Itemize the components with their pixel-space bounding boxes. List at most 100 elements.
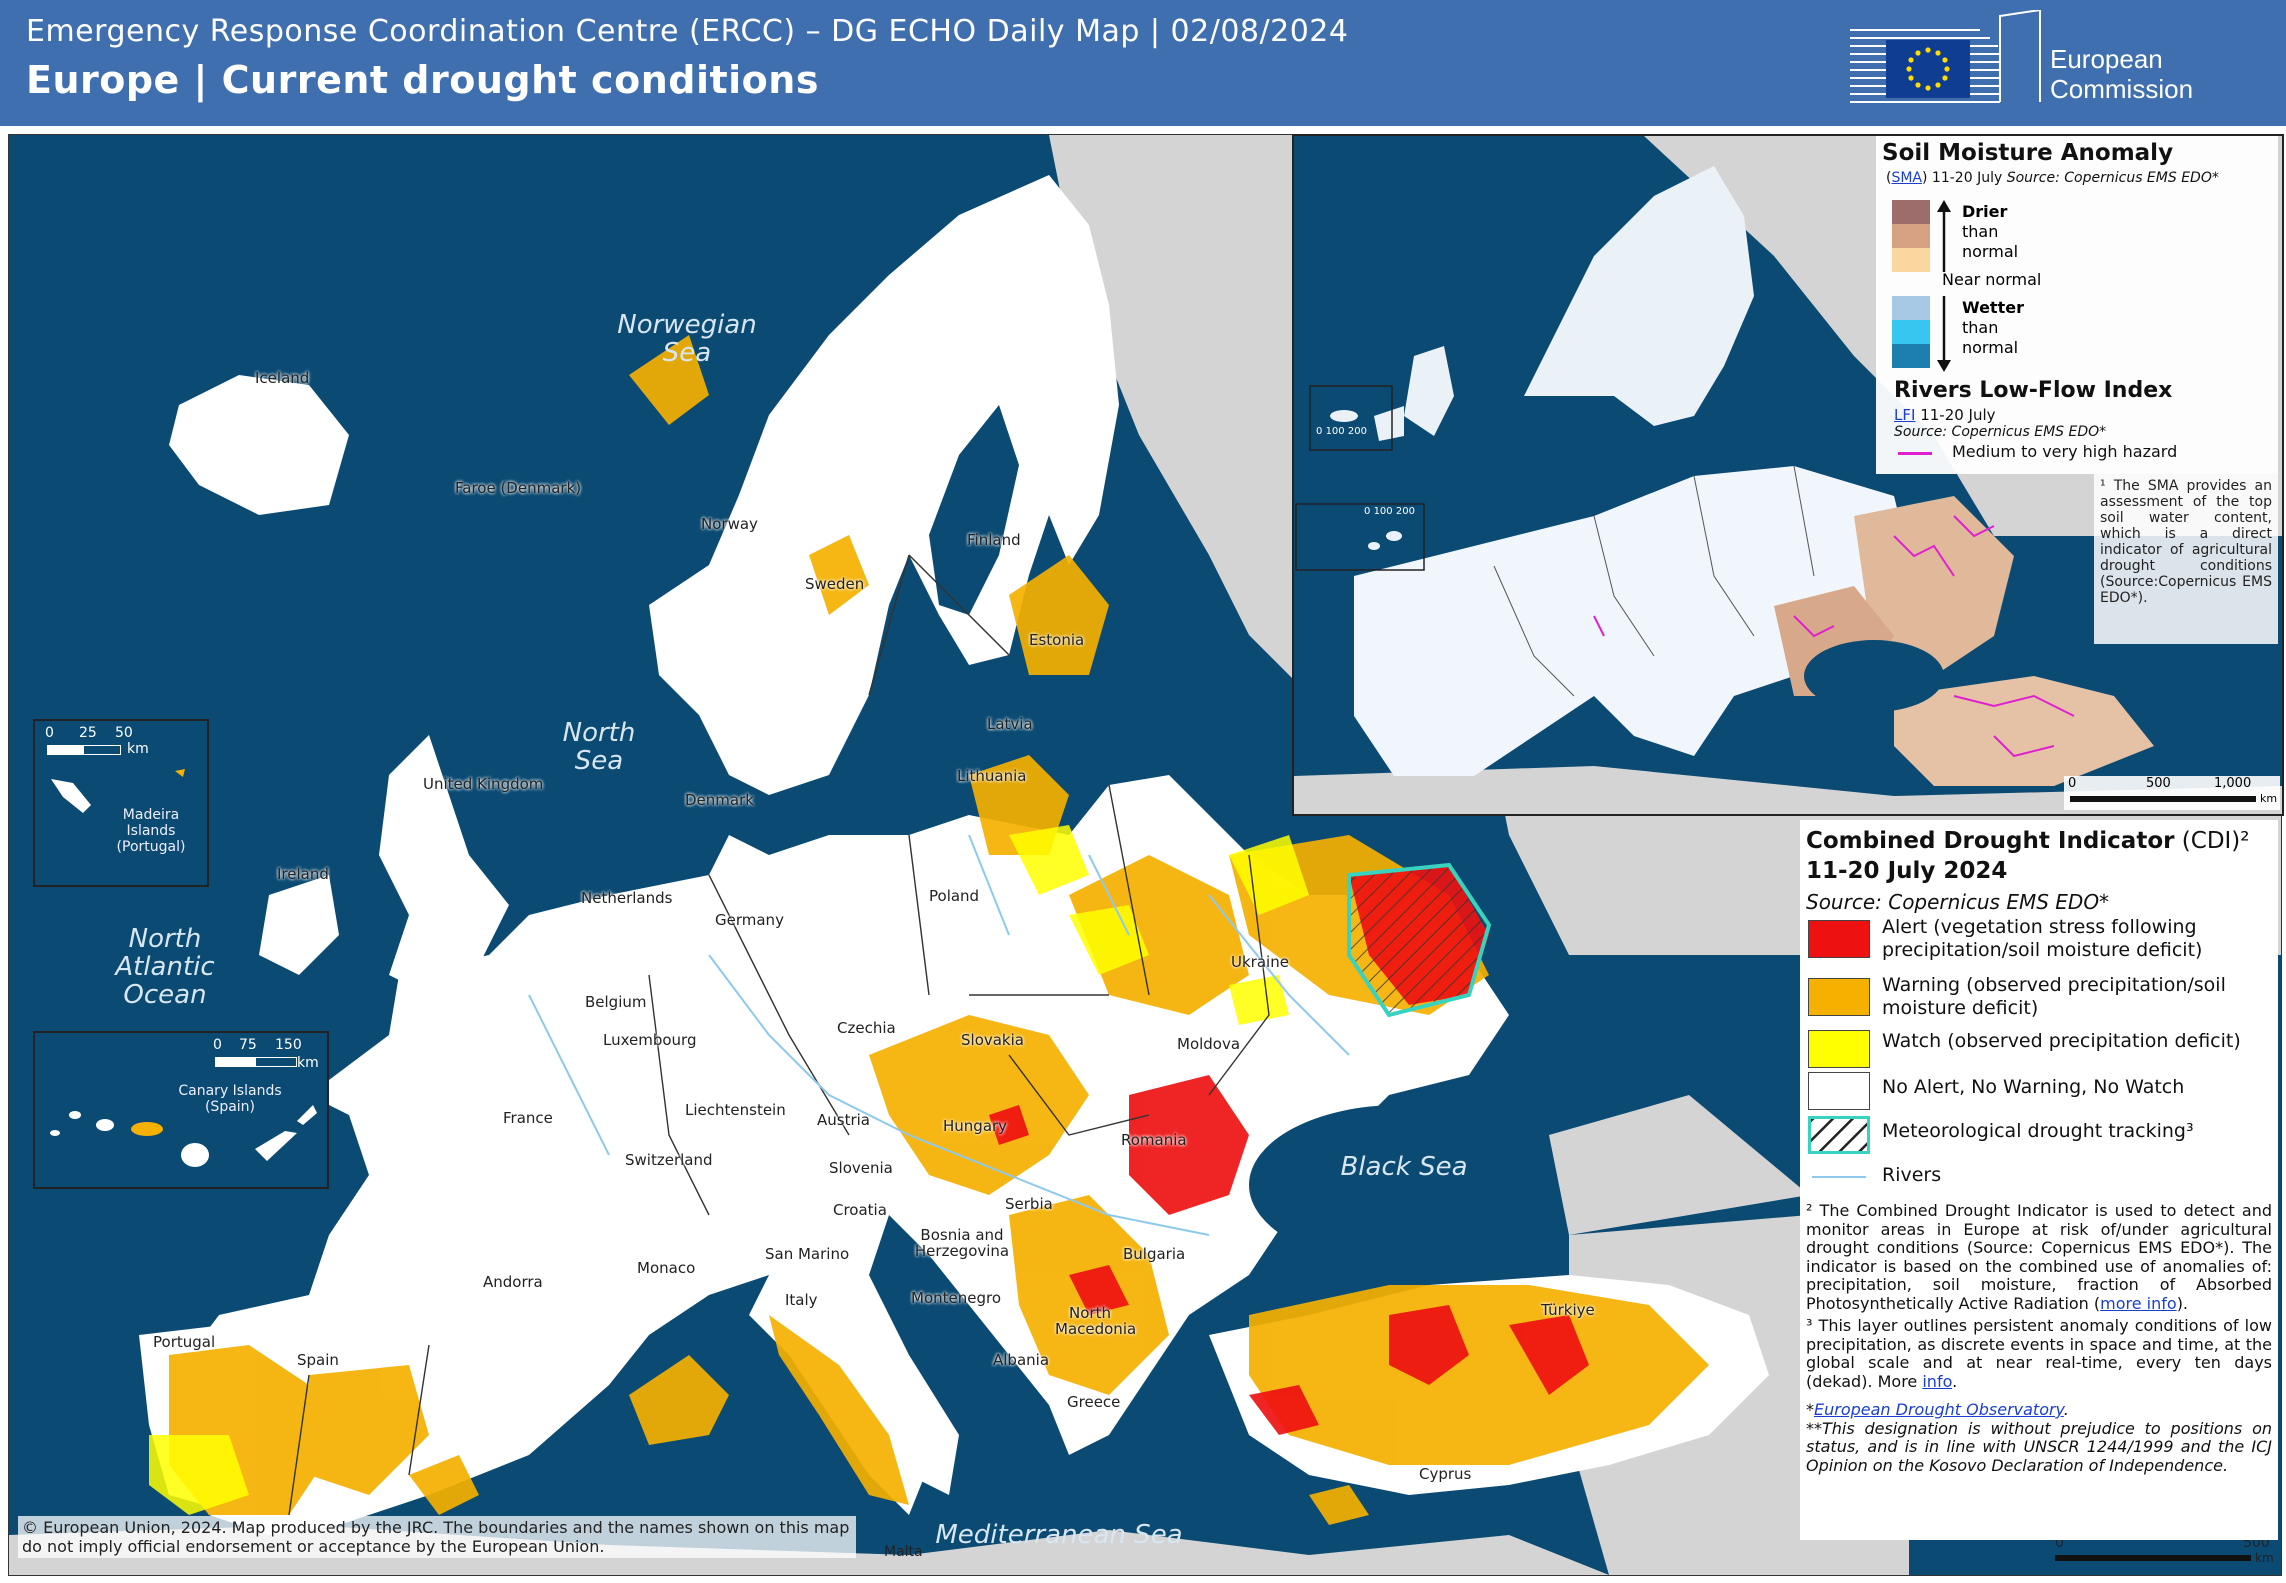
sma-swatch bbox=[1892, 320, 1930, 344]
canary-scalebar bbox=[215, 1057, 297, 1067]
european-commission-text: European Commission bbox=[2050, 44, 2194, 104]
sma-drier: Drier bbox=[1962, 202, 2008, 221]
country-label: Finland bbox=[967, 531, 1021, 549]
edo-link[interactable]: European Drought Observatory bbox=[1814, 1400, 2064, 1419]
country-label: Monaco bbox=[637, 1259, 696, 1277]
river-swatch bbox=[1812, 1176, 1866, 1178]
country-label: France bbox=[503, 1109, 553, 1127]
country-label: Latvia bbox=[987, 715, 1033, 733]
canary-scale-unit: km bbox=[297, 1055, 319, 1071]
sma-inset-scale: 0 100 200 bbox=[1364, 506, 1415, 517]
country-label: Poland bbox=[929, 887, 980, 905]
sma-than: than bbox=[1962, 318, 1999, 337]
drought-tracking-swatch bbox=[1808, 1116, 1870, 1154]
country-label: Liechtenstein bbox=[685, 1101, 786, 1119]
country-label: Cyprus bbox=[1419, 1465, 1472, 1483]
sma-than: than bbox=[1962, 222, 1999, 241]
drought-tracking-area bbox=[1347, 862, 1492, 1018]
country-label: Germany bbox=[715, 911, 784, 929]
watch-swatch bbox=[1808, 1030, 1870, 1068]
cdi-legend-item: Alert (vegetation stress following preci… bbox=[1806, 916, 2272, 966]
sma-normal: normal bbox=[1962, 338, 2019, 357]
more-info-link[interactable]: more info bbox=[2100, 1293, 2177, 1313]
country-label: Malta bbox=[884, 1544, 923, 1560]
country-label: Estonia bbox=[1029, 631, 1085, 649]
country-borders bbox=[288, 554, 1270, 1516]
header-bar: Emergency Response Coordination Centre (… bbox=[0, 0, 2286, 126]
sma-scalebar: 0 500 1,000 km bbox=[2064, 776, 2280, 810]
country-label: Norway bbox=[701, 515, 758, 533]
country-label: Türkiye bbox=[1541, 1301, 1595, 1319]
land-ireland bbox=[259, 875, 339, 975]
country-label: Andorra bbox=[483, 1273, 543, 1291]
info-link[interactable]: info bbox=[1922, 1371, 1953, 1391]
madeira-scale-label: 50 bbox=[115, 725, 133, 741]
copyright-notice: © European Union, 2024. Map produced by … bbox=[18, 1516, 856, 1558]
sma-swatch bbox=[1892, 248, 1930, 272]
cdi-legend-item: Watch (observed precipitation deficit) bbox=[1806, 1026, 2272, 1068]
country-label: Croatia bbox=[833, 1201, 887, 1219]
european-commission-logo: European Commission bbox=[1850, 8, 2240, 106]
canary-label: Canary Islands (Spain) bbox=[178, 1083, 282, 1115]
madeira-scale-label: 25 bbox=[79, 725, 97, 741]
lfi-link[interactable]: LFI bbox=[1894, 406, 1916, 424]
cdi-legend-item: No Alert, No Warning, No Watch bbox=[1806, 1068, 2272, 1112]
cdi-legend-item: Meteorological drought tracking³ bbox=[1806, 1112, 2272, 1156]
country-label: Hungary bbox=[943, 1117, 1008, 1135]
canary-inset: 0 75 150 km Canary Islands (Spain) bbox=[33, 1031, 329, 1189]
country-label: United Kingdom bbox=[423, 775, 544, 793]
country-label: Romania bbox=[1121, 1131, 1187, 1149]
country-label: Netherlands bbox=[581, 889, 673, 907]
sea-norwegian: Norwegian Sea bbox=[617, 310, 757, 368]
country-label: Italy bbox=[785, 1291, 818, 1309]
main-scalebar: 0 500 km bbox=[2055, 1535, 2274, 1565]
lfi-source: Source: Copernicus EMS EDO* bbox=[1894, 424, 2107, 440]
country-label: Iceland bbox=[255, 369, 310, 387]
kosovo-disclaimer: **This designation is without prejudice … bbox=[1806, 1418, 2272, 1475]
land-iceland bbox=[169, 375, 349, 515]
madeira-label: Madeira Islands (Portugal) bbox=[116, 807, 186, 855]
sma-swatch bbox=[1892, 224, 1930, 248]
lfi-item: Medium to very high hazard bbox=[1952, 442, 2178, 461]
madeira-scale-label: 0 bbox=[45, 725, 54, 741]
cdi-legend-item: Rivers bbox=[1806, 1156, 2272, 1196]
edo-reference: *European Drought Observatory. bbox=[1806, 1400, 2069, 1419]
country-label: Ukraine bbox=[1231, 953, 1289, 971]
sma-swatch bbox=[1892, 296, 1930, 320]
country-label: San Marino bbox=[765, 1245, 850, 1263]
land-uk bbox=[379, 735, 509, 995]
country-label: Sweden bbox=[805, 575, 865, 593]
country-label: Slovakia bbox=[961, 1031, 1024, 1049]
cdi-footnote-2: ² The Combined Drought Indicator is used… bbox=[1806, 1201, 2272, 1313]
cdi-source: Source: Copernicus EMS EDO* bbox=[1806, 890, 2110, 914]
cdi-title: Combined Drought Indicator (CDI)² 11-20 … bbox=[1806, 828, 2250, 884]
sma-swatch bbox=[1892, 200, 1930, 224]
sea-north: North Sea bbox=[562, 718, 636, 776]
sma-swatch bbox=[1892, 344, 1930, 368]
madeira-inset: 0 25 50 km Madeira Islands (Portugal) bbox=[33, 719, 209, 887]
sma-link[interactable]: SMA bbox=[1891, 170, 1923, 186]
sma-subtitle: (SMA) 11-20 July Source: Copernicus EMS … bbox=[1886, 170, 2219, 186]
alert-swatch bbox=[1808, 920, 1870, 958]
cdi-legend: Combined Drought Indicator (CDI)² 11-20 … bbox=[1800, 820, 2278, 1540]
madeira-scale-unit: km bbox=[127, 741, 149, 757]
madeira-scalebar bbox=[47, 745, 121, 755]
country-label: Greece bbox=[1067, 1393, 1121, 1411]
country-label: Belgium bbox=[585, 993, 647, 1011]
sea-black bbox=[1249, 1105, 1549, 1265]
map-supertitle: Emergency Response Coordination Centre (… bbox=[26, 14, 1349, 49]
sma-wetter: Wetter bbox=[1962, 298, 2024, 317]
canary-scale-label: 75 bbox=[239, 1037, 257, 1053]
canary-scale-label: 150 bbox=[275, 1037, 302, 1053]
sma-footnote: ¹ The SMA provides an assessment of the … bbox=[2094, 474, 2278, 644]
country-label: Albania bbox=[993, 1351, 1050, 1369]
country-label: Switzerland bbox=[625, 1151, 713, 1169]
country-label: Montenegro bbox=[911, 1289, 1002, 1307]
country-label: Denmark bbox=[685, 791, 754, 809]
rivers-layer bbox=[528, 834, 1350, 1236]
country-label: Moldova bbox=[1177, 1035, 1241, 1053]
sma-near-normal: Near normal bbox=[1942, 270, 2042, 289]
country-label: Portugal bbox=[153, 1333, 216, 1351]
lfi-subtitle: LFI 11-20 July bbox=[1894, 406, 1996, 424]
country-label: Spain bbox=[297, 1351, 339, 1369]
